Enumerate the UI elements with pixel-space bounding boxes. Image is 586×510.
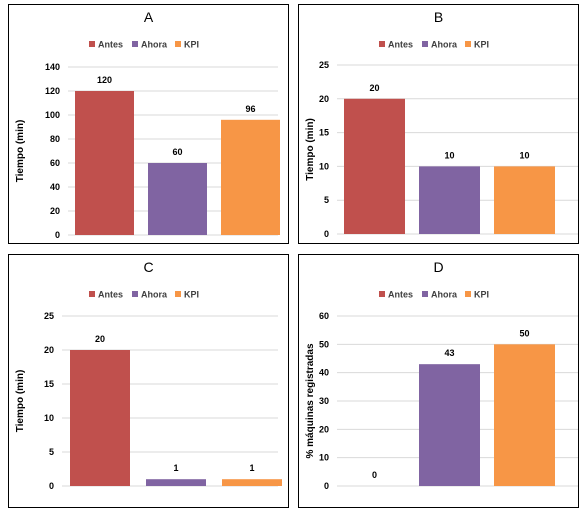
legend-swatch-antes bbox=[89, 41, 95, 47]
bar-chart-b: B Antes Ahora KPI 0 5 10 15 20 25 Tiempo (min) 20 10… bbox=[305, 9, 578, 239]
legend-label-ahora: Ahora bbox=[141, 40, 168, 50]
bar-ahora bbox=[419, 364, 480, 486]
y-tick-label: 25 bbox=[44, 311, 54, 321]
chart-panel-a: A Antes Ahora KPI 0 20 40 60 80 100 120 140 Tiempo (… bbox=[8, 4, 289, 244]
data-label: 43 bbox=[444, 348, 454, 358]
legend-label-kpi: KPI bbox=[184, 290, 199, 300]
bar-antes bbox=[344, 98, 405, 234]
data-label: 10 bbox=[444, 150, 454, 160]
data-label: 1 bbox=[173, 463, 178, 473]
legend-swatch-ahora bbox=[422, 41, 428, 47]
legend-swatch-kpi bbox=[175, 41, 181, 47]
legend-label-kpi: KPI bbox=[474, 290, 489, 300]
legend-label-ahora: Ahora bbox=[431, 40, 458, 50]
legend-swatch-antes bbox=[379, 41, 385, 47]
chart-panel-c: C Antes Ahora KPI 0 5 10 15 20 25 Tiempo (min) 20 1 1 bbox=[8, 254, 289, 508]
y-tick-label: 20 bbox=[319, 424, 329, 434]
data-label: 1 bbox=[249, 463, 254, 473]
chart-title: B bbox=[434, 9, 443, 25]
y-tick-label: 25 bbox=[319, 60, 329, 70]
legend-label-antes: Antes bbox=[98, 290, 123, 300]
y-tick-label: 0 bbox=[55, 230, 60, 240]
y-tick-label: 15 bbox=[44, 379, 54, 389]
y-tick-label: 40 bbox=[319, 368, 329, 378]
y-tick-label: 15 bbox=[319, 128, 329, 138]
y-tick-label: 80 bbox=[50, 134, 60, 144]
bar-kpi bbox=[222, 479, 282, 486]
y-tick-label: 40 bbox=[50, 182, 60, 192]
y-tick-label: 20 bbox=[319, 94, 329, 104]
legend-swatch-kpi bbox=[465, 41, 471, 47]
y-axis-label: % máquinas registradas bbox=[305, 343, 316, 458]
y-tick-label: 20 bbox=[50, 206, 60, 216]
y-tick-label: 120 bbox=[45, 86, 60, 96]
legend-label-kpi: KPI bbox=[184, 40, 199, 50]
y-tick-label: 20 bbox=[44, 345, 54, 355]
legend-swatch-kpi bbox=[175, 291, 181, 297]
y-tick-label: 0 bbox=[324, 481, 329, 491]
data-label: 120 bbox=[97, 75, 112, 85]
chart-panel-d: D Antes Ahora KPI 0 10 20 30 40 50 60 % máquinas re… bbox=[298, 254, 579, 508]
bar-kpi bbox=[221, 119, 280, 235]
data-label: 50 bbox=[519, 328, 529, 338]
y-tick-label: 60 bbox=[319, 311, 329, 321]
y-tick-label: 140 bbox=[45, 62, 60, 72]
y-axis-label: Tiempo (min) bbox=[305, 118, 316, 181]
chart-title: C bbox=[143, 259, 153, 275]
y-tick-label: 5 bbox=[49, 447, 54, 457]
data-label: 20 bbox=[369, 83, 379, 93]
bar-ahora bbox=[146, 479, 206, 486]
bar-chart-a: A Antes Ahora KPI 0 20 40 60 80 100 120 140 Tiempo (… bbox=[15, 9, 280, 240]
y-tick-label: 10 bbox=[44, 413, 54, 423]
chart-panel-b: B Antes Ahora KPI 0 5 10 15 20 25 Tiempo (min) 20 10… bbox=[298, 4, 579, 244]
legend-label-antes: Antes bbox=[388, 290, 413, 300]
bar-kpi bbox=[494, 166, 555, 234]
data-label: 60 bbox=[172, 147, 182, 157]
legend-swatch-antes bbox=[89, 291, 95, 297]
legend-label-ahora: Ahora bbox=[431, 290, 458, 300]
data-label: 20 bbox=[95, 334, 105, 344]
legend-swatch-ahora bbox=[422, 291, 428, 297]
data-label: 10 bbox=[519, 150, 529, 160]
legend-swatch-ahora bbox=[132, 291, 138, 297]
chart-title: A bbox=[144, 9, 154, 25]
bar-antes bbox=[75, 91, 134, 235]
y-tick-label: 0 bbox=[324, 229, 329, 239]
y-tick-label: 50 bbox=[319, 339, 329, 349]
legend-label-antes: Antes bbox=[388, 40, 413, 50]
y-tick-label: 10 bbox=[319, 453, 329, 463]
y-tick-label: 0 bbox=[49, 481, 54, 491]
bar-ahora bbox=[148, 163, 207, 235]
y-axis-label: Tiempo (min) bbox=[15, 370, 26, 433]
bar-antes bbox=[70, 350, 130, 486]
bar-ahora bbox=[419, 166, 480, 234]
y-tick-label: 5 bbox=[324, 195, 329, 205]
y-tick-label: 30 bbox=[319, 396, 329, 406]
y-axis-label: Tiempo (min) bbox=[15, 120, 26, 183]
y-tick-label: 10 bbox=[319, 161, 329, 171]
data-label: 96 bbox=[245, 104, 255, 114]
legend-swatch-ahora bbox=[132, 41, 138, 47]
y-tick-label: 60 bbox=[50, 158, 60, 168]
legend-swatch-kpi bbox=[465, 291, 471, 297]
bar-kpi bbox=[494, 344, 555, 486]
legend-swatch-antes bbox=[379, 291, 385, 297]
y-tick-label: 100 bbox=[45, 110, 60, 120]
legend-label-ahora: Ahora bbox=[141, 290, 168, 300]
legend-label-kpi: KPI bbox=[474, 40, 489, 50]
bar-chart-d: D Antes Ahora KPI 0 10 20 30 40 50 60 % máquinas re… bbox=[305, 259, 578, 491]
legend-label-antes: Antes bbox=[98, 40, 123, 50]
bar-chart-c: C Antes Ahora KPI 0 5 10 15 20 25 Tiempo (min) 20 1 1 bbox=[15, 259, 282, 491]
chart-title: D bbox=[433, 259, 443, 275]
data-label: 0 bbox=[372, 470, 377, 480]
